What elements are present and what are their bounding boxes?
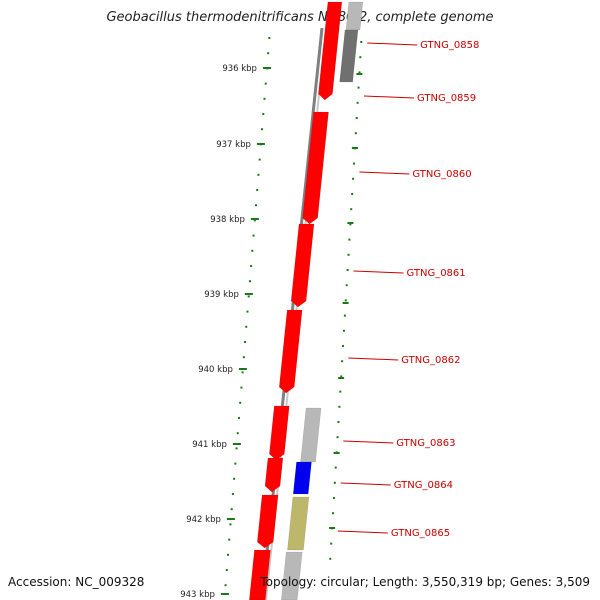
tick-dot-track [224,37,363,587]
kbp-tick: 943 kbp [180,590,229,600]
feature-arrow [292,461,312,495]
gene-label: GTNG_0861 [406,268,465,279]
cds-arrow [318,1,343,101]
kbp-tick: 936 kbp [222,64,271,74]
gene-label: GTNG_0859 [417,93,476,104]
kbp-tick-label: 938 kbp [210,215,245,225]
gene-label: GTNG_0864 [394,480,453,491]
kbp-tick: 941 kbp [192,440,241,450]
kbp-tick: 942 kbp [186,515,235,525]
cds-arrow [290,223,315,308]
cds-arrow [264,457,284,493]
genome-summary: Topology: circular; Length: 3,550,319 bp… [260,575,590,589]
cds-arrow [269,405,290,461]
feature-arrow [281,551,303,600]
feature-arrow [345,1,364,31]
kbp-tick-label: 936 kbp [222,64,257,74]
gene-callout: GTNG_0862 [348,355,460,366]
cds-arrow [249,549,271,600]
gene-labels: GTNG_0858 GTNG_0859 GTNG_0860 GTNG_0861 GTNG… [337,40,479,539]
feature-arrow [300,407,322,463]
gene-callout: GTNG_0859 [363,93,476,104]
kbp-tick: 939 kbp [204,290,253,300]
feature-arrow [339,29,359,83]
gene-callout: GTNG_0863 [343,438,455,449]
feature-arrow [287,496,310,551]
kbp-tick-label: 941 kbp [192,440,227,450]
cds-arrow [278,309,303,394]
gene-label: GTNG_0858 [420,40,479,51]
kbp-tick: 937 kbp [216,140,265,150]
kbp-tick: 938 kbp [210,215,259,225]
cds-arrow [302,111,329,225]
gene-callout: GTNG_0865 [337,528,450,539]
gene-label: GTNG_0862 [401,355,460,366]
kbp-tick-label: 939 kbp [204,290,239,300]
kbp-tick: 940 kbp [198,365,247,375]
gene-callout: GTNG_0860 [359,169,472,180]
kbp-tick-label: 940 kbp [198,365,233,375]
gene-callout: GTNG_0861 [353,268,466,279]
accession-label: Accession: NC_009328 [8,575,145,589]
gene-label: GTNG_0863 [396,438,455,449]
gene-callout: GTNG_0864 [340,480,453,491]
gene-callout: GTNG_0858 [367,40,479,51]
kbp-tick-label: 942 kbp [186,515,221,525]
kbp-tick-label: 937 kbp [216,140,251,150]
page-title: Geobacillus thermodenitrificans NG80-2, … [106,10,494,25]
gene-label: GTNG_0860 [412,169,471,180]
kbp-scale: 936 kbp 937 kbp 938 kbp 939 kbp 940 kbp 941 k… [180,64,363,600]
cds-arrow [257,494,279,549]
kbp-tick-label: 943 kbp [180,590,215,600]
feature-track [249,1,364,600]
gene-label: GTNG_0865 [391,528,450,539]
